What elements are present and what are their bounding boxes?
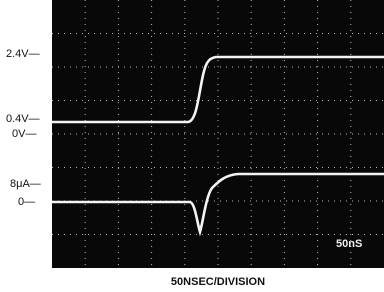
screen-label: 50nS: [336, 238, 362, 250]
scope-photo: 50nS 2.4V— 0.4V— 0V— 8μA— 0— 50NSEC/DIVI…: [0, 0, 384, 292]
caption: 50NSEC/DIVISION: [171, 276, 265, 288]
axis-label: 2.4V—: [6, 48, 40, 60]
axis-label: 8μA—: [10, 178, 41, 190]
axis-label: 0—: [18, 196, 35, 208]
axis-label: 0.4V—: [6, 113, 40, 125]
axis-label: 0V—: [12, 128, 36, 140]
